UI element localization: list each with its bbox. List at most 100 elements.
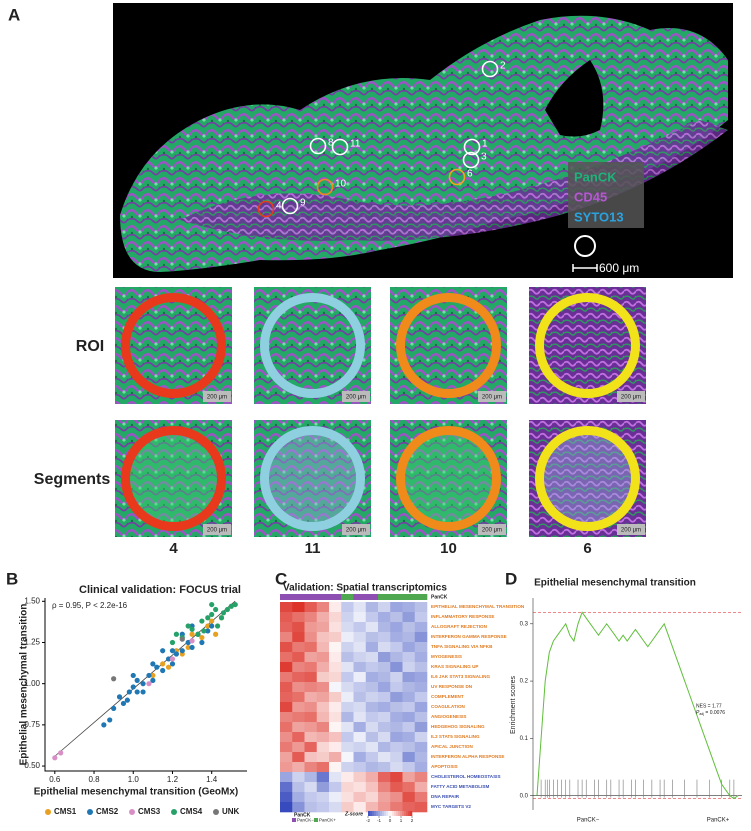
heat-cell	[378, 632, 391, 643]
roi-ring	[448, 168, 466, 186]
heat-cell	[414, 792, 428, 803]
heat-cell	[353, 782, 367, 793]
heat-cell	[304, 782, 318, 793]
point	[150, 677, 156, 683]
group-bar	[353, 594, 367, 600]
group-bar	[414, 594, 428, 600]
heat-cell	[402, 652, 416, 663]
heat-cell	[390, 782, 403, 793]
heat-cell	[292, 772, 305, 783]
heat-cell	[292, 622, 305, 633]
heat-cell	[316, 792, 330, 803]
heat-cell	[304, 792, 318, 803]
heat-cell	[292, 742, 305, 753]
heat-cell	[365, 672, 379, 683]
heat-cell	[414, 642, 428, 653]
heat-cell	[292, 682, 305, 693]
heat-cell	[353, 712, 367, 723]
point	[224, 606, 230, 613]
heat-cell	[280, 612, 293, 623]
heat-cell	[402, 712, 416, 723]
heat-cell	[280, 752, 293, 763]
heat-cell	[378, 722, 391, 733]
heat-cell	[378, 662, 391, 673]
roi-ring	[481, 60, 499, 78]
heat-cell	[365, 792, 379, 803]
roi-ring	[331, 138, 349, 156]
roi-ring	[462, 151, 480, 169]
legend-swatch	[292, 818, 296, 822]
point	[228, 603, 234, 609]
channel-legend	[568, 162, 644, 228]
roi-label: 1	[482, 139, 488, 150]
heat-cell	[390, 682, 403, 693]
point	[185, 644, 191, 651]
segment-fill	[125, 430, 222, 527]
heat-cell	[292, 762, 305, 773]
heat-cell	[390, 662, 403, 673]
legend-label: CMS3	[138, 807, 161, 816]
heat-cell	[280, 632, 293, 643]
point	[209, 611, 215, 618]
heat-cell	[402, 782, 416, 793]
annotation-p: Padj = 0.0076	[696, 710, 725, 716]
heat-cell	[329, 682, 342, 693]
heat-cell	[292, 692, 305, 703]
heat-cell	[316, 732, 330, 743]
roi-label: 2	[500, 61, 506, 72]
heat-cell	[378, 702, 391, 713]
heat-cell	[329, 732, 342, 743]
y-tick-label: 0.0	[520, 793, 529, 799]
heat-cell	[414, 802, 428, 813]
tile-image	[254, 420, 371, 537]
colorbar-label: 2	[411, 818, 414, 823]
row-label: MYOGENESIS	[431, 654, 462, 659]
legend-label: PanCK−	[297, 818, 314, 823]
point	[213, 631, 219, 637]
heat-cell	[341, 632, 354, 643]
heat-cell	[280, 682, 293, 693]
heat-cell	[304, 752, 318, 763]
segment-fill	[539, 430, 636, 527]
heat-cell	[402, 802, 416, 813]
heat-cell	[329, 702, 342, 713]
heat-cell	[280, 732, 293, 743]
colorbar-step	[394, 811, 397, 816]
point	[107, 717, 113, 723]
heat-cell	[378, 612, 391, 623]
row-label: DNA REPAIR	[431, 794, 460, 799]
heat-cell	[329, 772, 342, 783]
point	[52, 755, 58, 761]
heat-cell	[292, 612, 305, 623]
heat-cell	[341, 772, 354, 783]
tile-image	[254, 287, 371, 404]
panel-label: B	[6, 569, 18, 588]
channel-label: CD45	[574, 189, 607, 204]
point	[209, 618, 215, 624]
heat-cell	[378, 712, 391, 723]
group-bar	[329, 594, 342, 600]
heat-cell	[292, 602, 305, 613]
heat-cell	[414, 632, 428, 643]
x-tick-label: 0.8	[88, 775, 100, 784]
heat-cell	[329, 752, 342, 763]
heat-cell	[292, 792, 305, 803]
heat-cell	[304, 652, 318, 663]
scale-label: 600 μm	[599, 261, 639, 275]
point	[160, 667, 166, 674]
row-label: INTERFERON GAMMA RESPONSE	[431, 634, 507, 639]
heat-cell	[304, 612, 318, 623]
point	[209, 623, 215, 629]
point	[165, 656, 172, 662]
heat-cell	[329, 672, 342, 683]
row-label: KRAS SIGNALING UP	[431, 664, 478, 669]
tile-scale: 200 μm	[482, 395, 502, 401]
heat-cell	[341, 692, 354, 703]
group-bar	[341, 594, 354, 600]
row-label: COAGULATION	[431, 704, 466, 709]
p-subscript: adj	[699, 712, 704, 716]
roi-label: 3	[481, 152, 487, 163]
heat-cell	[353, 632, 367, 643]
x-tick-label: 1.2	[167, 775, 179, 784]
